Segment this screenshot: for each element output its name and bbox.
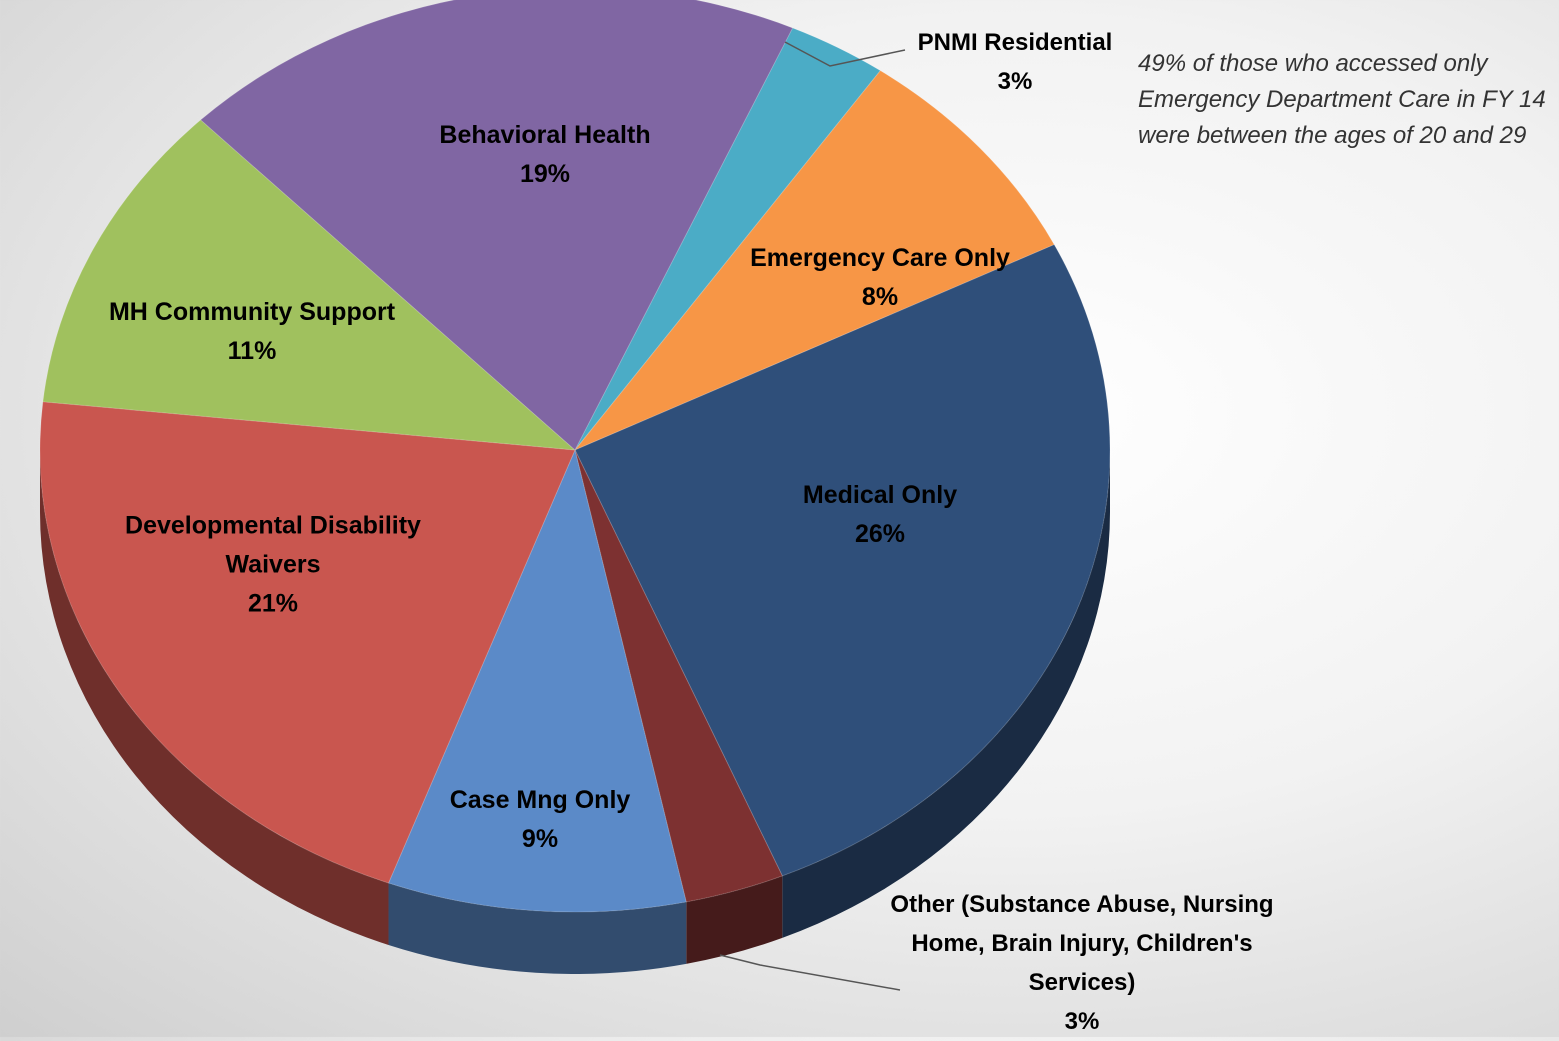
value-label: 9% [521,825,559,853]
slice-label: Emergency Care Only 8% [750,239,1010,317]
slice-label: Case Mng Only 9% [450,781,631,859]
slice-label: Behavioral Health 19% [439,116,650,194]
category-name: Case Mng Only [449,786,631,814]
category-name: Medical Only [802,481,958,509]
slice [387,448,687,913]
slice [42,119,577,451]
slice [39,401,576,884]
value-label: 3% [997,68,1033,95]
slice [574,449,784,903]
slice-side [686,875,783,964]
slice-sides [40,450,1110,974]
category-name: MH Community Support [108,298,396,326]
value-label: 3% [1064,1008,1100,1035]
slice [574,69,1055,451]
category-name: Behavioral Health [439,121,651,149]
slice-side [782,450,1110,938]
value-label: 11% [227,337,277,365]
slice [199,0,794,451]
value-label: 8% [861,283,899,311]
slice-label: PNMI Residential 3% [918,23,1113,101]
slice-label: Other (Substance Abuse, Nursing Home, Br… [882,885,1282,1041]
leader-line [719,954,901,991]
slice-side [40,450,389,946]
slice-label: MH Community Support 11% [109,293,395,371]
slice [574,27,882,451]
category-name: Emergency Care Only [750,244,1010,272]
slice [574,243,1111,877]
value-label: 19% [519,160,571,188]
slice-label: Developmental Disability Waivers 21% [83,507,463,624]
category-name: Other (Substance Abuse, Nursing Home, Br… [890,891,1274,996]
value-label: 21% [247,589,299,618]
leader-line [784,41,906,67]
category-name: PNMI Residential [917,29,1113,56]
value-label: 26% [854,520,906,548]
slice-label: Medical Only 26% [803,476,957,554]
slice-side [388,883,687,974]
category-name: Developmental Disability Waivers [125,511,421,579]
annotation: 49% of those who accessed only Emergency… [1138,50,1546,149]
slice-tops [39,0,1111,913]
